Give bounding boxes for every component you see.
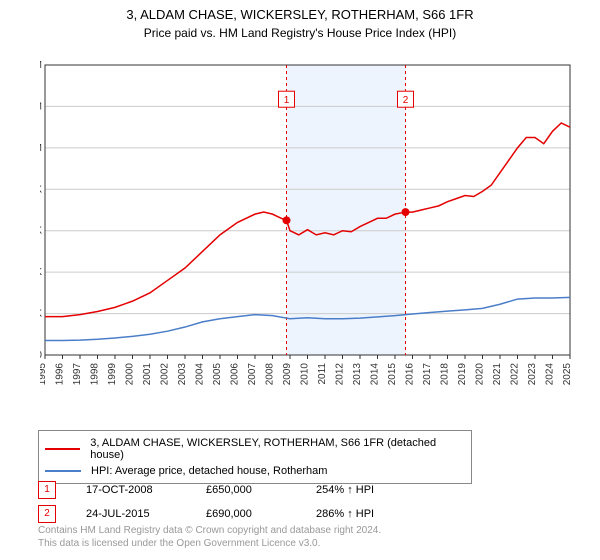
svg-text:2019: 2019 (457, 363, 468, 386)
svg-text:2011: 2011 (317, 363, 328, 385)
svg-text:£600K: £600K (40, 226, 42, 237)
footer-attribution: Contains HM Land Registry data © Crown c… (38, 524, 381, 550)
svg-text:£1.2M: £1.2M (40, 101, 42, 112)
svg-text:1998: 1998 (90, 363, 101, 386)
sale-date: 24-JUL-2015 (86, 508, 206, 520)
svg-text:2009: 2009 (282, 363, 293, 386)
legend: 3, ALDAM CHASE, WICKERSLEY, ROTHERHAM, S… (38, 430, 472, 484)
sale-price: £650,000 (206, 484, 316, 496)
legend-label: 3, ALDAM CHASE, WICKERSLEY, ROTHERHAM, S… (90, 437, 465, 461)
legend-item: HPI: Average price, detached house, Roth… (45, 463, 465, 479)
svg-text:2020: 2020 (475, 363, 486, 386)
svg-text:2003: 2003 (177, 363, 188, 386)
svg-text:2001: 2001 (142, 363, 153, 386)
legend-swatch (45, 470, 81, 472)
svg-text:2015: 2015 (387, 363, 398, 386)
svg-text:2012: 2012 (335, 363, 346, 386)
footer-line: Contains HM Land Registry data © Crown c… (38, 524, 381, 537)
svg-text:£1.4M: £1.4M (40, 60, 42, 71)
legend-swatch (45, 448, 80, 450)
svg-text:2010: 2010 (300, 363, 311, 386)
chart-plot-area: £0 £200K £400K £600K £800K £1M £1.2M £1.4M 1995 1… (40, 55, 580, 400)
svg-text:£200K: £200K (40, 309, 42, 320)
svg-text:2007: 2007 (247, 363, 258, 386)
svg-text:2000: 2000 (125, 363, 136, 386)
legend-label: HPI: Average price, detached house, Roth… (91, 465, 327, 477)
chart-title-line2: Price paid vs. HM Land Registry's House … (0, 24, 600, 40)
legend-item: 3, ALDAM CHASE, WICKERSLEY, ROTHERHAM, S… (45, 435, 465, 463)
svg-text:1996: 1996 (55, 363, 66, 386)
svg-text:2024: 2024 (545, 363, 556, 386)
svg-text:1999: 1999 (107, 363, 118, 386)
svg-text:1995: 1995 (40, 363, 48, 386)
svg-text:2018: 2018 (440, 363, 451, 386)
svg-text:2: 2 (403, 95, 409, 106)
table-row: 2 24-JUL-2015 £690,000 286% ↑ HPI (38, 502, 416, 526)
svg-text:2025: 2025 (562, 363, 573, 386)
footer-line: This data is licensed under the Open Gov… (38, 537, 381, 550)
sales-table: 1 17-OCT-2008 £650,000 254% ↑ HPI 2 24-J… (38, 478, 416, 526)
sale-hpi: 286% ↑ HPI (316, 508, 416, 520)
sale-marker-badge: 1 (38, 481, 56, 499)
svg-text:£1M: £1M (40, 143, 42, 154)
svg-text:£400K: £400K (40, 267, 42, 278)
svg-text:2021: 2021 (492, 363, 503, 386)
chart-container: 3, ALDAM CHASE, WICKERSLEY, ROTHERHAM, S… (0, 0, 600, 560)
svg-text:2002: 2002 (160, 363, 171, 386)
svg-text:£0: £0 (40, 350, 42, 361)
sale-marker-badge: 2 (38, 505, 56, 523)
svg-text:2008: 2008 (265, 363, 276, 386)
svg-text:2017: 2017 (422, 363, 433, 386)
svg-text:1997: 1997 (72, 363, 83, 386)
svg-text:£800K: £800K (40, 184, 42, 195)
sale-date: 17-OCT-2008 (86, 484, 206, 496)
chart-title-line1: 3, ALDAM CHASE, WICKERSLEY, ROTHERHAM, S… (0, 0, 600, 24)
svg-text:2023: 2023 (527, 363, 538, 386)
sale-hpi: 254% ↑ HPI (316, 484, 416, 496)
sale-price: £690,000 (206, 508, 316, 520)
svg-text:2013: 2013 (352, 363, 363, 386)
svg-text:1: 1 (284, 95, 290, 106)
svg-text:2016: 2016 (405, 363, 416, 386)
svg-text:2006: 2006 (230, 363, 241, 386)
svg-text:2005: 2005 (212, 363, 223, 386)
svg-text:2014: 2014 (370, 363, 381, 386)
svg-text:2022: 2022 (510, 363, 521, 386)
table-row: 1 17-OCT-2008 £650,000 254% ↑ HPI (38, 478, 416, 502)
svg-text:2004: 2004 (195, 363, 206, 386)
